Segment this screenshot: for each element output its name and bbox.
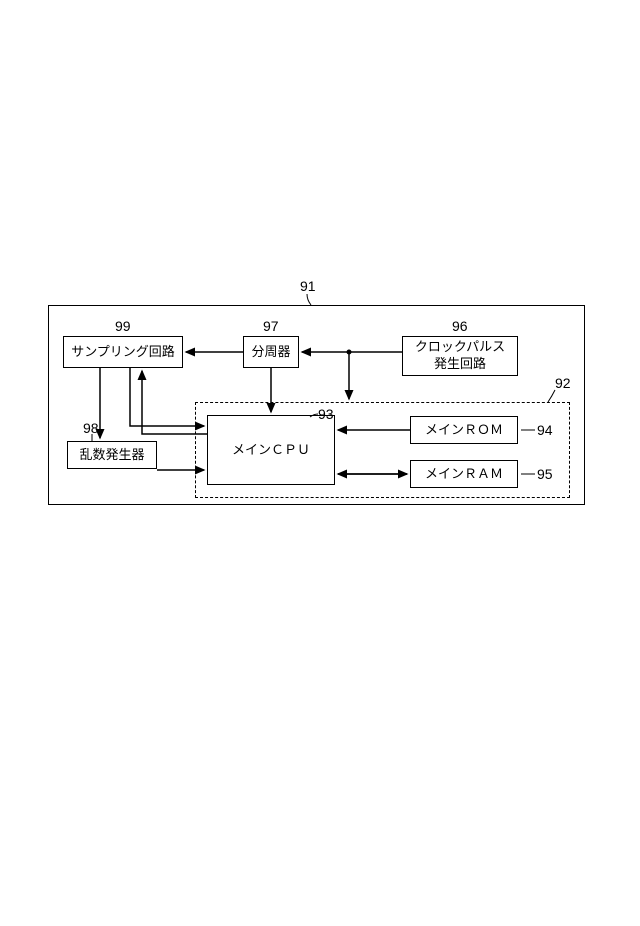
cpu-box: メインＣＰＵ [207, 415, 335, 485]
clock-label: クロックパルス 発生回路 [415, 339, 505, 373]
rand-label: 乱数発生器 [79, 447, 144, 464]
divider-box: 分周器 [243, 336, 299, 368]
page: サンプリング回路 分周器 クロックパルス 発生回路 メインＣＰＵ メインＲＯＭ … [0, 0, 640, 926]
divider-label: 分周器 [251, 344, 290, 361]
ref-91: 91 [300, 278, 316, 294]
sampling-label: サンプリング回路 [71, 344, 175, 361]
rom-box: メインＲＯＭ [410, 416, 518, 444]
ref-94: 94 [537, 422, 553, 438]
cpu-label: メインＣＰＵ [232, 442, 310, 459]
ram-box: メインＲＡＭ [410, 460, 518, 488]
rom-label: メインＲＯＭ [425, 422, 503, 439]
rand-box: 乱数発生器 [67, 441, 157, 469]
ref-98: 98 [83, 420, 99, 436]
ram-label: メインＲＡＭ [425, 466, 503, 483]
sampling-box: サンプリング回路 [63, 336, 183, 368]
ref-96: 96 [452, 318, 468, 334]
ref-92: 92 [555, 375, 571, 391]
clock-box: クロックパルス 発生回路 [402, 336, 518, 376]
ref-93: 93 [318, 406, 334, 422]
ref-95: 95 [537, 466, 553, 482]
ref-97: 97 [263, 318, 279, 334]
ref-99: 99 [115, 318, 131, 334]
